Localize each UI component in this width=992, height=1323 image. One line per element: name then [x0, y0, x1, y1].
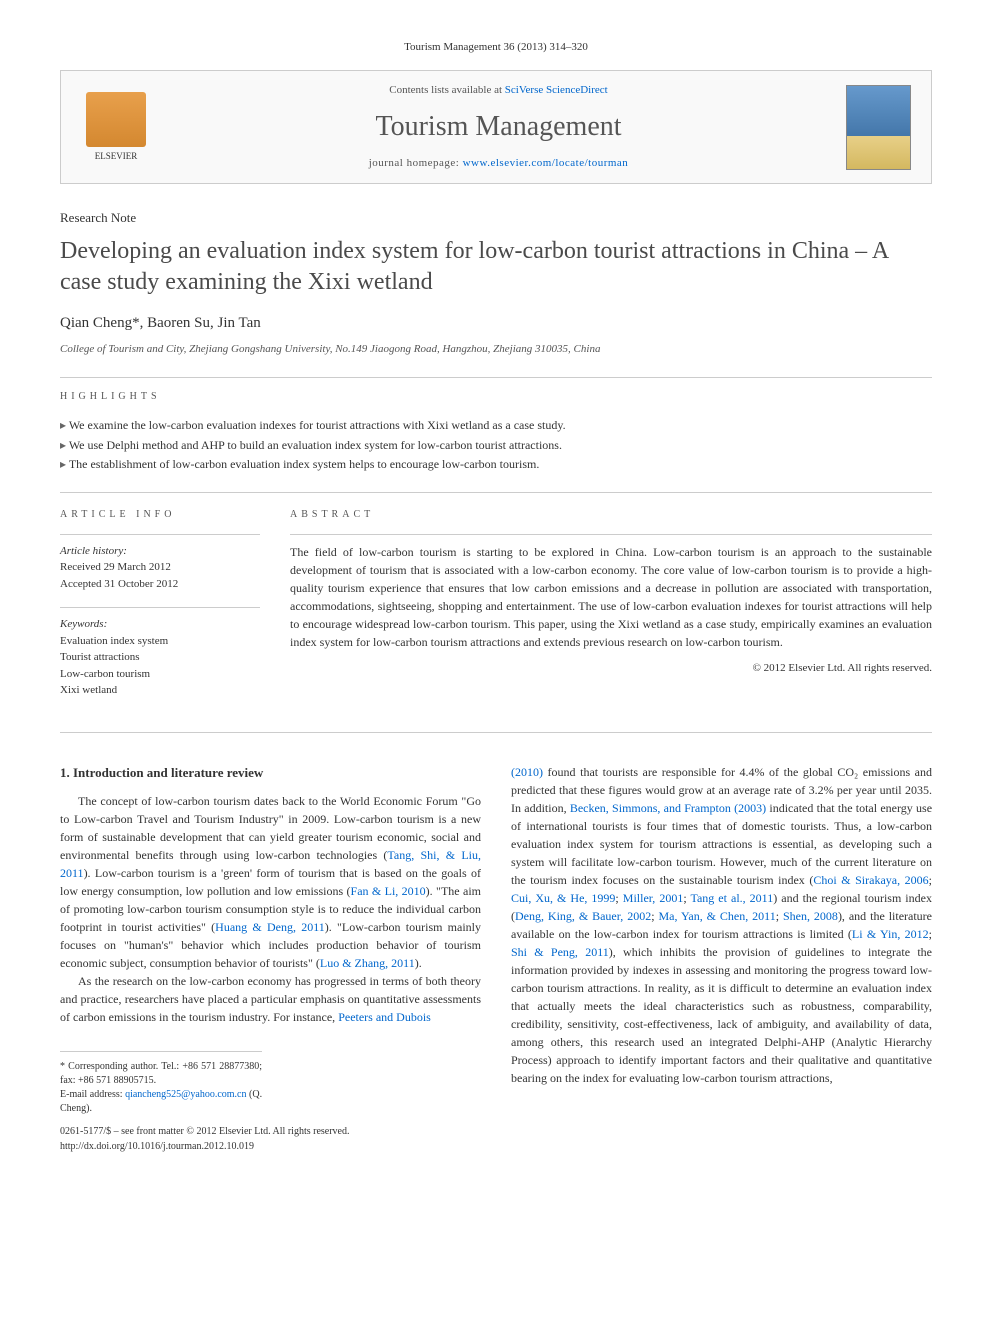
- article-history: Article history: Received 29 March 2012 …: [60, 543, 260, 593]
- corresponding-author-footer: * Corresponding author. Tel.: +86 571 28…: [60, 1051, 262, 1116]
- divider: [60, 377, 932, 378]
- contents-line: Contents lists available at SciVerse Sci…: [151, 83, 846, 98]
- received-date: Received 29 March 2012: [60, 559, 260, 576]
- body-paragraph: The concept of low-carbon tourism dates …: [60, 792, 481, 972]
- citation-link[interactable]: Huang & Deng, 2011: [215, 920, 325, 934]
- highlight-item: We use Delphi method and AHP to build an…: [60, 436, 932, 455]
- section-heading: 1. Introduction and literature review: [60, 763, 481, 783]
- divider: [60, 534, 260, 535]
- divider: [290, 534, 932, 535]
- body-column-right: (2010) found that tourists are responsib…: [511, 763, 932, 1155]
- elsevier-tree-icon: [86, 92, 146, 147]
- citation-link[interactable]: (2010): [511, 765, 543, 779]
- body-column-left: 1. Introduction and literature review Th…: [60, 763, 481, 1155]
- copyright: © 2012 Elsevier Ltd. All rights reserved…: [290, 661, 932, 676]
- citation-link[interactable]: Ma, Yan, & Chen, 2011: [658, 909, 775, 923]
- keyword: Low-carbon tourism: [60, 666, 260, 683]
- citation-link[interactable]: Fan & Li, 2010: [351, 884, 426, 898]
- authors: Qian Cheng*, Baoren Su, Jin Tan: [60, 313, 932, 334]
- keywords-block: Keywords: Evaluation index system Touris…: [60, 616, 260, 699]
- citation-link[interactable]: Peeters and Dubois: [338, 1010, 431, 1024]
- article-info-column: ARTICLE INFO Article history: Received 2…: [60, 508, 260, 714]
- citation-link[interactable]: Shen, 2008: [783, 909, 838, 923]
- divider: [60, 732, 932, 733]
- highlights-list: We examine the low-carbon evaluation ind…: [60, 416, 932, 474]
- accepted-date: Accepted 31 October 2012: [60, 576, 260, 593]
- affiliation: College of Tourism and City, Zhejiang Go…: [60, 342, 932, 357]
- citation-link[interactable]: Luo & Zhang, 2011: [320, 956, 415, 970]
- doi-block: 0261-5177/$ – see front matter © 2012 El…: [60, 1124, 481, 1154]
- journal-header: ELSEVIER Contents lists available at Sci…: [60, 70, 932, 184]
- keyword: Tourist attractions: [60, 649, 260, 666]
- homepage-prefix: journal homepage:: [369, 157, 463, 169]
- citation-link[interactable]: Deng, King, & Bauer, 2002: [515, 909, 651, 923]
- abstract-column: ABSTRACT The field of low-carbon tourism…: [290, 508, 932, 714]
- sciencedirect-link[interactable]: SciVerse ScienceDirect: [505, 84, 608, 96]
- highlights-label: HIGHLIGHTS: [60, 390, 932, 404]
- email-line: E-mail address: qiancheng525@yahoo.com.c…: [60, 1088, 262, 1116]
- body-paragraph: As the research on the low-carbon econom…: [60, 972, 481, 1026]
- citation-link[interactable]: Becken, Simmons, and Frampton (2003): [570, 801, 766, 815]
- abstract-text: The field of low-carbon tourism is start…: [290, 543, 932, 651]
- citation-link[interactable]: Shi & Peng, 2011: [511, 945, 609, 959]
- highlight-item: The establishment of low-carbon evaluati…: [60, 455, 932, 474]
- citation-link[interactable]: Miller, 2001: [623, 891, 684, 905]
- email-link[interactable]: qiancheng525@yahoo.com.cn: [125, 1089, 246, 1100]
- body-paragraph: (2010) found that tourists are responsib…: [511, 763, 932, 1087]
- keyword: Evaluation index system: [60, 633, 260, 650]
- citation-link[interactable]: Li & Yin, 2012: [852, 927, 929, 941]
- homepage-line: journal homepage: www.elsevier.com/locat…: [151, 156, 846, 171]
- issn-line: 0261-5177/$ – see front matter © 2012 El…: [60, 1124, 481, 1139]
- divider: [60, 492, 932, 493]
- article-type: Research Note: [60, 209, 932, 227]
- journal-cover-thumbnail[interactable]: [846, 85, 911, 170]
- citation-link[interactable]: Tang et al., 2011: [690, 891, 773, 905]
- citation-link[interactable]: Choi & Sirakaya, 2006: [813, 873, 928, 887]
- info-abstract-row: ARTICLE INFO Article history: Received 2…: [60, 508, 932, 714]
- header-center: Contents lists available at SciVerse Sci…: [151, 83, 846, 171]
- contents-prefix: Contents lists available at: [389, 84, 504, 96]
- divider: [60, 607, 260, 608]
- homepage-link[interactable]: www.elsevier.com/locate/tourman: [463, 157, 629, 169]
- highlight-item: We examine the low-carbon evaluation ind…: [60, 416, 932, 435]
- corresponding-author: * Corresponding author. Tel.: +86 571 28…: [60, 1060, 262, 1088]
- keyword: Xixi wetland: [60, 682, 260, 699]
- abstract-label: ABSTRACT: [290, 508, 932, 522]
- keywords-label: Keywords:: [60, 616, 260, 633]
- article-title: Developing an evaluation index system fo…: [60, 236, 932, 298]
- article-page: Tourism Management 36 (2013) 314–320 ELS…: [0, 0, 992, 1194]
- citation-link[interactable]: Cui, Xu, & He, 1999: [511, 891, 615, 905]
- journal-name: Tourism Management: [151, 107, 846, 146]
- body-columns: 1. Introduction and literature review Th…: [60, 763, 932, 1155]
- article-info-label: ARTICLE INFO: [60, 508, 260, 522]
- doi-link[interactable]: http://dx.doi.org/10.1016/j.tourman.2012…: [60, 1141, 254, 1152]
- history-label: Article history:: [60, 543, 260, 560]
- journal-reference: Tourism Management 36 (2013) 314–320: [60, 40, 932, 55]
- elsevier-logo[interactable]: ELSEVIER: [81, 87, 151, 167]
- publisher-name: ELSEVIER: [95, 150, 138, 163]
